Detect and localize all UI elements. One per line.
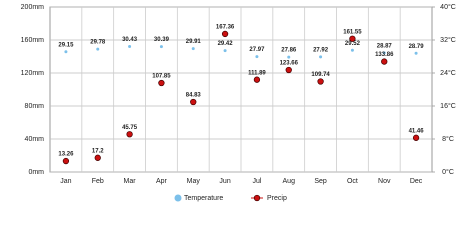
x-tick-label: Nov: [378, 178, 391, 185]
value-label: 29.91: [186, 39, 202, 45]
value-label: 27.92: [313, 47, 329, 53]
precip-point: [317, 78, 324, 85]
value-label: 161.55: [343, 29, 362, 35]
temperature-point: [64, 50, 68, 54]
x-tick-label: Mar: [124, 178, 137, 185]
value-label: 29.42: [218, 41, 234, 47]
precip-point: [94, 154, 101, 161]
temperature-point: [223, 49, 227, 53]
precip-point: [253, 76, 261, 83]
temperature-point: [128, 44, 132, 48]
temperature-point: [255, 55, 259, 59]
x-tick-label: Feb: [92, 178, 104, 185]
value-label: 123.66: [280, 61, 299, 67]
y-tick-label: 200mm: [21, 4, 45, 11]
x-tick-label: Aug: [283, 178, 296, 185]
value-label: 29.78: [90, 40, 106, 46]
precip-point: [62, 157, 70, 165]
temperature-point: [350, 48, 354, 52]
y2-tick-label: 16°C: [440, 102, 456, 110]
value-label: 28.79: [409, 44, 425, 50]
precip-point: [221, 30, 229, 38]
legend-label: Precip: [267, 195, 287, 202]
temperature-point: [414, 51, 418, 55]
value-label: 107.85: [152, 74, 171, 80]
value-label: 45.75: [122, 125, 138, 131]
precip-point: [126, 131, 133, 138]
x-tick-label: Sep: [314, 178, 327, 185]
temperature-point: [159, 45, 163, 49]
x-tick-label: Apr: [156, 178, 168, 185]
x-tick-label: Oct: [347, 178, 358, 185]
chart: 0mm 40mm 80mm 120mm 160mm 200mm 0°C 8°C 16°C 24°C…: [21, 3, 456, 202]
value-label: 29.15: [58, 42, 74, 48]
y2-tick-label: 0°C: [442, 168, 454, 176]
x-tick-label: Jun: [219, 178, 230, 185]
y2-tick-label: 32°C: [440, 36, 456, 44]
temperature-point: [382, 51, 386, 55]
precip-point: [349, 35, 356, 42]
precip-point: [285, 66, 292, 74]
y-tick-label: 40mm: [25, 136, 45, 143]
y-tick-label: 160mm: [21, 37, 45, 44]
x-tick-label: Jan: [60, 178, 71, 185]
value-label: 30.39: [154, 37, 170, 43]
value-label: 27.86: [281, 48, 297, 54]
value-label: 167.36: [216, 25, 235, 31]
value-label: 30.43: [122, 37, 138, 43]
value-label: 27.97: [249, 47, 265, 53]
y-tick-label: 120mm: [21, 70, 45, 77]
value-label: 13.26: [58, 152, 74, 158]
value-label: 28.87: [377, 43, 393, 49]
precip-point: [190, 98, 197, 106]
y-tick-label: 0mm: [28, 169, 44, 176]
x-tick-label: Jul: [252, 178, 261, 185]
value-label: 111.89: [248, 70, 266, 76]
legend-marker: [174, 194, 182, 202]
y2-tick-label: 8°C: [442, 135, 454, 143]
x-tick-label: May: [187, 178, 201, 185]
temperature-point: [96, 47, 100, 51]
y2-tick-label: 24°C: [440, 69, 456, 77]
y-tick-label: 80mm: [25, 103, 45, 110]
temperature-point: [319, 55, 323, 59]
legend-label: Temperature: [184, 195, 223, 202]
legend-marker: [253, 194, 261, 202]
y2-tick-label: 40°C: [440, 3, 456, 11]
value-label: 17.2: [92, 148, 104, 154]
value-label: 84.83: [186, 93, 202, 99]
temperature-point: [191, 47, 195, 51]
value-label: 133.86: [375, 52, 394, 58]
precip-point: [412, 134, 420, 141]
precip-point: [381, 58, 388, 65]
x-tick-label: Dec: [410, 178, 423, 185]
precip-point: [158, 79, 165, 87]
temperature-point: [287, 55, 291, 59]
value-label: 109.74: [311, 72, 330, 78]
value-label: 41.46: [409, 128, 425, 134]
value-label: 29.52: [345, 41, 361, 47]
